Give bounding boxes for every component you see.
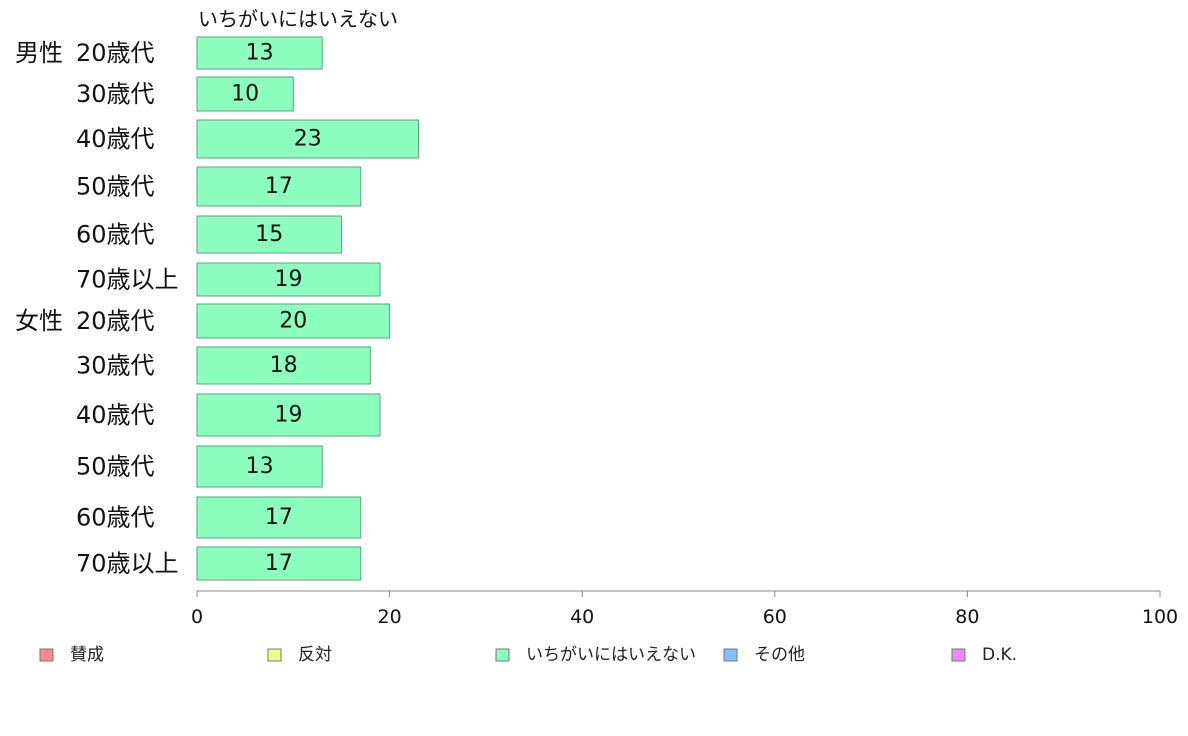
legend-label: D.K. — [982, 645, 1017, 665]
category-label: 40歳代 — [76, 401, 155, 429]
bar — [196, 445, 323, 488]
x-tick-label: 20 — [378, 606, 402, 628]
legend-swatch — [723, 648, 738, 662]
bar — [196, 36, 323, 70]
bar-value-label: 19 — [274, 267, 302, 292]
category-label: 40歳代 — [76, 125, 155, 153]
legend-swatch — [951, 648, 966, 662]
x-tick-label: 0 — [191, 606, 203, 628]
legend-label: いちがいにはいえない — [526, 645, 696, 665]
legend-label: その他 — [754, 645, 805, 665]
bar-value-label: 10 — [231, 82, 259, 107]
category-label: 60歳代 — [76, 504, 155, 532]
bar-value-label: 17 — [265, 505, 293, 530]
bar — [196, 119, 419, 159]
x-tick-label: 100 — [1142, 606, 1178, 628]
bar — [196, 496, 362, 539]
x-tick-label: 40 — [570, 606, 594, 628]
category-label: 30歳代 — [76, 352, 155, 380]
group-label: 女性 — [15, 307, 63, 335]
bar-value-label: 20 — [279, 309, 307, 334]
category-label: 20歳代 — [76, 307, 155, 335]
category-label: 30歳代 — [76, 80, 155, 108]
bar-value-label: 13 — [246, 41, 274, 66]
bar — [196, 546, 362, 581]
bar-value-label: 18 — [270, 353, 298, 378]
bar-value-label: 19 — [274, 403, 302, 428]
legend-swatch — [267, 648, 282, 662]
bar — [196, 393, 381, 437]
x-tick-label: 80 — [955, 606, 979, 628]
bar-value-label: 17 — [265, 174, 293, 199]
bar — [196, 262, 381, 297]
category-label: 60歳代 — [76, 221, 155, 249]
legend-label: 反対 — [298, 645, 332, 665]
legend-swatch — [495, 648, 510, 662]
legend-label: 賛成 — [70, 645, 104, 665]
legend-swatch — [39, 648, 54, 662]
x-tick-label: 60 — [763, 606, 787, 628]
category-label: 70歳以上 — [76, 550, 179, 578]
category-label: 20歳代 — [76, 39, 155, 67]
x-axis: 0 20 40 60 80 100 — [191, 590, 1178, 628]
bar-value-label: 23 — [294, 127, 322, 152]
bar — [196, 303, 391, 339]
bar-value-label: 13 — [246, 454, 274, 479]
bar — [196, 76, 294, 112]
series-label: いちがいにはいえない — [198, 7, 398, 31]
category-label: 50歳代 — [76, 453, 155, 481]
legend: 賛成 反対 いちがいにはいえない その他 D.K. — [39, 645, 1017, 665]
category-label: 50歳代 — [76, 173, 155, 201]
bar — [196, 166, 362, 207]
bar-value-label: 15 — [255, 222, 283, 247]
bar — [196, 215, 342, 254]
bars-layer: 1320歳代男性1030歳代2340歳代1750歳代1560歳代1970歳以上2… — [15, 36, 419, 581]
bar — [196, 346, 371, 385]
category-label: 70歳以上 — [76, 266, 179, 294]
bar-value-label: 17 — [265, 551, 293, 576]
group-label: 男性 — [15, 39, 63, 67]
